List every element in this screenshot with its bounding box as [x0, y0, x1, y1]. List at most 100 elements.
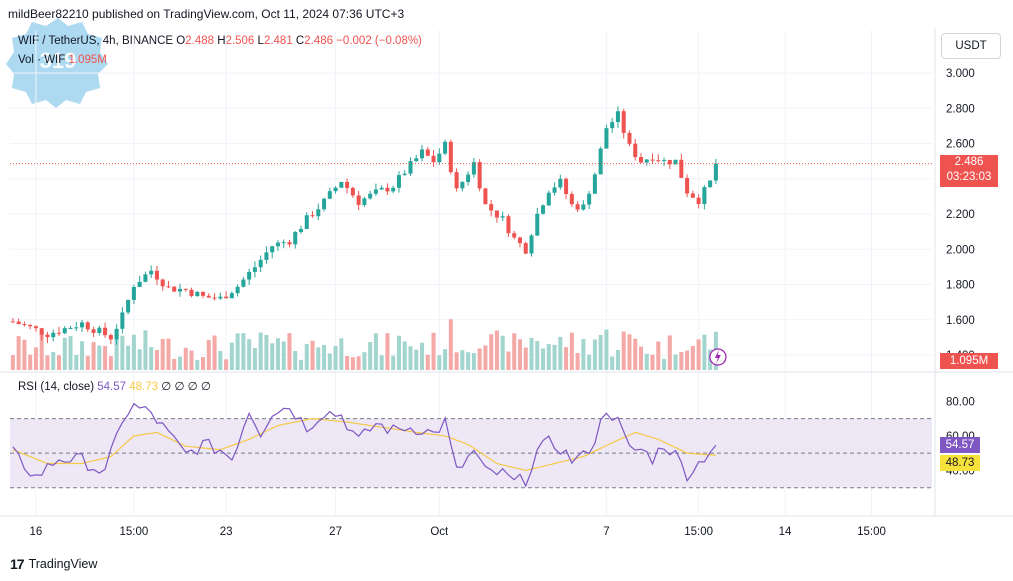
candle-body	[80, 322, 85, 328]
rsi-value-tag: 54.57	[940, 437, 980, 453]
volume-bar	[673, 354, 678, 370]
rsi-tick-label: 80.00	[946, 396, 975, 408]
candle-body	[172, 286, 177, 292]
candle-body	[627, 132, 632, 144]
tradingview-brand[interactable]: 17 TradingView	[10, 556, 97, 572]
volume-bar	[149, 347, 154, 370]
volume-bar	[535, 341, 540, 370]
rsi-ma-line	[12, 417, 716, 472]
candle-body	[85, 322, 90, 330]
volume-bar	[281, 341, 286, 370]
volume-bar	[391, 355, 396, 370]
rsi-ma-value: 48.73	[129, 381, 159, 393]
volume-bar	[356, 356, 361, 370]
volume-bar	[80, 341, 85, 370]
candle-body	[696, 197, 701, 205]
volume-bar	[713, 331, 718, 370]
rsi-name[interactable]: RSI (14, close)	[18, 381, 95, 393]
volume-value: 1.095M	[68, 54, 107, 66]
candle-body	[477, 162, 482, 189]
volume-bar	[39, 331, 44, 370]
tradingview-logo-icon: 17	[10, 556, 25, 572]
volume-bar	[212, 335, 217, 370]
low-value: 2.481	[263, 35, 293, 47]
candle-body	[68, 328, 73, 330]
candle-body	[16, 321, 21, 325]
candle-body	[483, 188, 488, 205]
candle-body	[506, 216, 511, 234]
volume-bar	[137, 349, 142, 370]
candle-body	[541, 205, 546, 214]
candle-body	[454, 172, 459, 189]
volume-bar	[120, 335, 125, 370]
time-tick-label: 15:00	[857, 526, 886, 538]
volume-bar	[114, 329, 119, 370]
lightning-glyph	[714, 350, 721, 364]
candle-body	[62, 328, 67, 334]
candle-body	[206, 295, 211, 298]
candle-body	[702, 187, 707, 205]
candle-body	[685, 177, 690, 194]
candle-body	[708, 180, 713, 188]
candle-body	[345, 182, 350, 188]
svg-text:319: 319	[40, 48, 77, 73]
price-tick-label: 2.000	[946, 244, 975, 256]
time-tick-label: 23	[220, 526, 233, 538]
volume-bar	[679, 352, 684, 370]
candle-body	[275, 242, 280, 247]
symbol-label[interactable]: WIF / TetherUS, 4h, BINANCE	[18, 35, 174, 47]
volume-bar	[506, 351, 511, 370]
candle-body	[298, 228, 304, 232]
candle-body	[293, 231, 298, 245]
volume-bar	[581, 339, 586, 370]
candle-body	[74, 327, 79, 329]
volume-bar	[298, 359, 304, 370]
candle-body	[235, 286, 240, 294]
candle-body	[97, 327, 102, 333]
volume-bar	[477, 348, 482, 370]
candle-body	[402, 173, 407, 176]
volume-bar	[131, 334, 136, 370]
volume-bar	[650, 354, 655, 370]
candle-body	[339, 182, 344, 188]
candle-body	[143, 274, 148, 282]
candle-body	[471, 162, 476, 175]
volume-bar	[327, 353, 332, 370]
volume-bar	[62, 337, 67, 370]
volume-bar	[489, 334, 494, 370]
candle-body	[713, 163, 718, 181]
volume-bar	[425, 354, 430, 370]
currency-button[interactable]: USDT	[941, 33, 1001, 59]
volume-bar	[97, 345, 102, 370]
rsi-line	[12, 402, 717, 488]
candle-body	[166, 286, 171, 288]
volume-bar	[373, 333, 378, 370]
volume-bar	[448, 319, 453, 370]
candle-body	[212, 297, 217, 299]
volume-bar	[379, 355, 384, 370]
candle-body	[241, 279, 246, 287]
candle-body	[610, 122, 615, 129]
watermark-badge-icon: 319	[6, 18, 108, 108]
candle-body	[10, 321, 15, 323]
time-tick-label: 7	[603, 526, 609, 538]
volume-bar	[160, 339, 165, 370]
candle-body	[529, 235, 534, 254]
volume-bar	[85, 355, 90, 370]
volume-bar	[396, 335, 401, 370]
volume-bar	[22, 339, 27, 370]
candle-body	[224, 296, 229, 299]
candle-body	[114, 328, 119, 340]
candle-body	[258, 259, 263, 268]
candle-body	[431, 155, 436, 163]
candle-body	[108, 335, 113, 340]
volume-bar	[644, 353, 649, 370]
candle-body	[177, 288, 183, 292]
candle-body	[333, 187, 338, 192]
volume-bar	[304, 344, 309, 370]
candle-body	[45, 334, 50, 338]
volume-bar	[587, 354, 592, 370]
volume-bar	[56, 355, 61, 370]
volume-bar	[564, 347, 569, 370]
